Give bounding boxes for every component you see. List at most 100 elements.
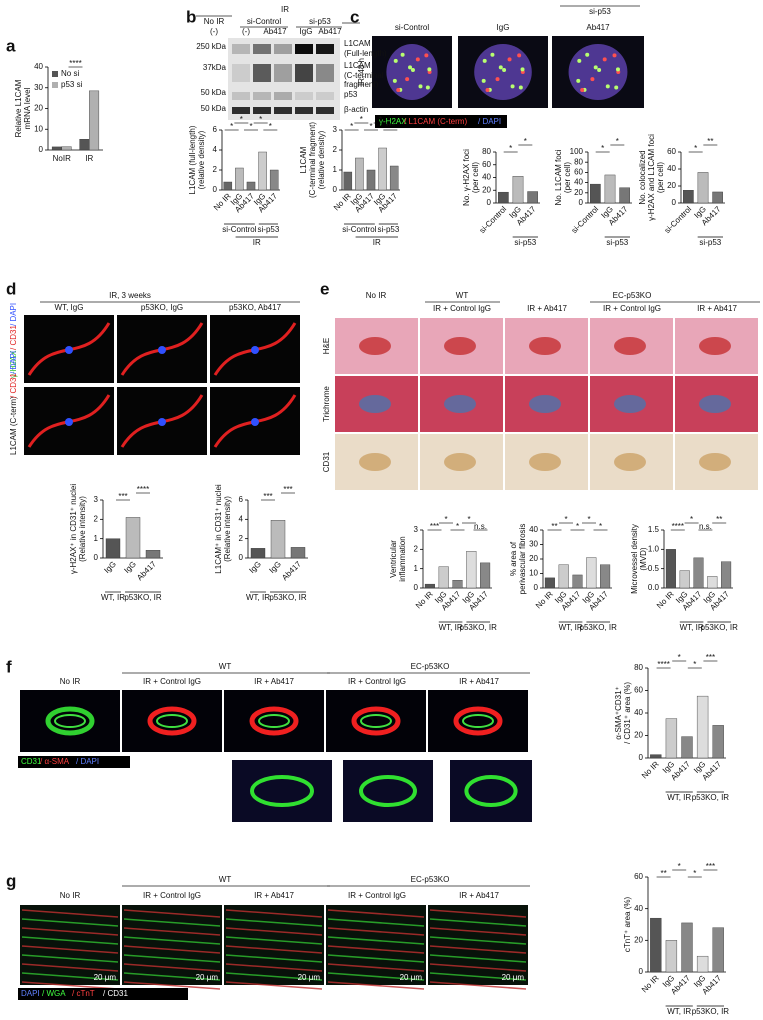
- blot-band: [316, 44, 334, 54]
- y-tick-label: 1.0: [648, 544, 660, 553]
- bar: [590, 183, 601, 204]
- panel-text: IR + Control IgG: [348, 891, 406, 900]
- vessel: [156, 714, 188, 728]
- group-label: WT, IR: [667, 1007, 691, 1016]
- y-tick-label: 1: [333, 165, 338, 174]
- significance: *: [444, 515, 447, 524]
- significance: *: [694, 144, 697, 153]
- panel-text: 250 kDa: [196, 42, 226, 51]
- y-tick-label: 60: [482, 160, 491, 169]
- x-tick-label: IgG: [247, 560, 262, 575]
- blot-band: [253, 44, 271, 54]
- y-axis-label: perivascular fibrosis: [518, 524, 527, 595]
- panel-text: IR + Ab417: [254, 677, 294, 686]
- fiber: [21, 963, 119, 972]
- significance: *: [599, 522, 602, 531]
- focus: [392, 78, 397, 83]
- fiber: [429, 954, 527, 963]
- y-tick-label: 2: [94, 514, 99, 523]
- x-tick-label: IR: [85, 154, 93, 163]
- image: [428, 690, 528, 752]
- y-tick-label: 20: [529, 554, 538, 563]
- image: [20, 905, 120, 985]
- bar: [696, 955, 709, 973]
- focus: [612, 53, 617, 58]
- y-tick-label: 6: [239, 495, 244, 504]
- vessel: [249, 706, 299, 736]
- significance: ****: [137, 485, 149, 494]
- panel-text: IR + Control IgG: [143, 677, 201, 686]
- vessel: [359, 395, 391, 413]
- panel-text: IR + Control IgG: [603, 304, 661, 313]
- fiber: [429, 981, 527, 990]
- panel-text: / CD31: [9, 325, 18, 350]
- panel-text: (-): [242, 27, 250, 36]
- focus: [590, 77, 595, 82]
- focus: [576, 78, 581, 83]
- vessel: [250, 775, 314, 807]
- y-tick-label: 4: [239, 514, 244, 523]
- panel-text: / DAPI: [9, 351, 18, 374]
- focus: [605, 84, 610, 89]
- vessel: [54, 714, 86, 728]
- y-axis-label: (Relative intensity): [78, 496, 87, 562]
- y-tick-label: 40: [667, 164, 676, 173]
- bar: [712, 191, 723, 204]
- blot-band: [274, 44, 292, 54]
- panel-text: IR + Ab417: [459, 677, 499, 686]
- vessel: [45, 706, 95, 736]
- fiber: [21, 981, 119, 990]
- significance: *: [524, 137, 527, 146]
- y-tick-label: 0: [639, 753, 644, 762]
- y-tick-label: 0: [639, 967, 644, 976]
- y-tick-label: 80: [634, 663, 643, 672]
- y-tick-label: 60: [574, 168, 583, 177]
- fiber: [123, 945, 221, 954]
- panel-text: IR + Ab417: [254, 891, 294, 900]
- blot-band: [295, 64, 313, 82]
- y-tick-label: 40: [34, 62, 43, 71]
- x-tick-label: si-Control: [570, 204, 601, 235]
- fiber: [123, 954, 221, 963]
- focus: [482, 58, 487, 63]
- blot-band: [232, 92, 250, 100]
- fiber: [123, 918, 221, 927]
- panel-label: e: [320, 279, 329, 298]
- y-axis-label: (per cell): [563, 162, 572, 193]
- panel-text: Ab417: [263, 27, 287, 36]
- x-tick-label: si-Control: [663, 204, 694, 235]
- fiber: [327, 909, 425, 918]
- bar: [250, 548, 266, 559]
- y-tick-label: 3: [94, 495, 99, 504]
- panel-text: IR + Control IgG: [143, 891, 201, 900]
- y-tick-label: 100: [570, 147, 584, 156]
- focus: [400, 52, 405, 57]
- bar: [558, 564, 569, 589]
- bar: [438, 566, 449, 589]
- fiber: [327, 954, 425, 963]
- fiber: [429, 936, 527, 945]
- significance: ***: [386, 122, 395, 131]
- panel-text: si-p53: [589, 7, 611, 16]
- x-tick-label: NoIR: [53, 154, 71, 163]
- y-tick-label: 0: [579, 198, 584, 207]
- fiber: [123, 909, 221, 918]
- y-axis-label: inflammation: [398, 536, 407, 581]
- blot-band: [316, 64, 334, 82]
- fiber: [327, 945, 425, 954]
- bar: [466, 551, 477, 589]
- focus: [481, 78, 486, 83]
- x-tick-label: No IR: [534, 589, 555, 610]
- nucleus: [474, 44, 532, 100]
- vessel: [529, 453, 561, 471]
- y-tick-label: 3: [414, 525, 419, 534]
- blot-band: [295, 92, 313, 100]
- y-axis-label: No. colocalized: [638, 150, 647, 204]
- fiber: [225, 945, 323, 954]
- panel-label: c: [350, 7, 359, 26]
- y-tick-label: 80: [574, 157, 583, 166]
- significance: ***: [283, 485, 292, 494]
- y-axis-label: Microvessel density: [630, 524, 639, 594]
- nucleus: [568, 44, 628, 100]
- significance: ***: [706, 653, 715, 662]
